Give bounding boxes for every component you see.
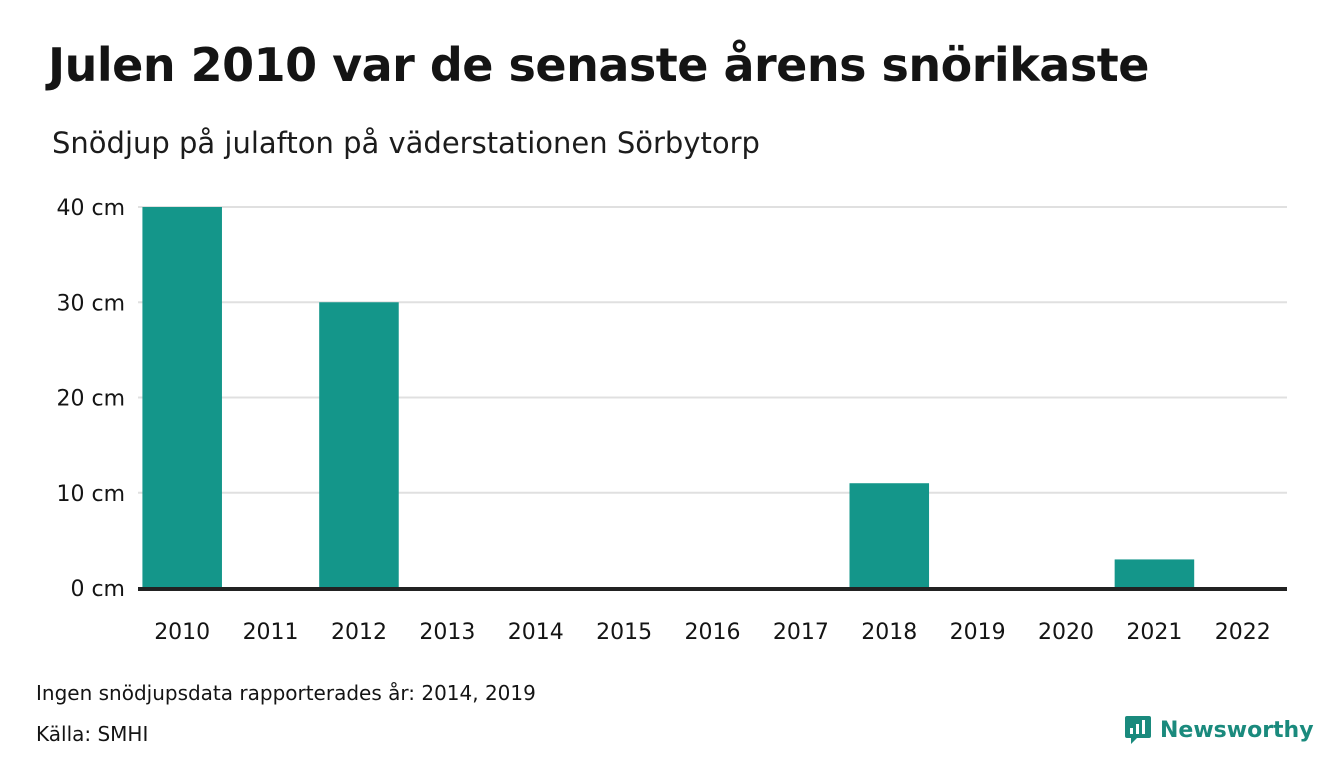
x-tick-label: 2020: [1038, 620, 1094, 645]
x-tick-label: 2012: [331, 620, 387, 645]
y-tick-labels: 0 cm 10 cm 20 cm 30 cm 40 cm: [56, 196, 125, 602]
gridlines: [138, 206, 1287, 494]
x-tick-label: 2013: [419, 620, 475, 645]
x-tick-label: 2016: [685, 620, 741, 645]
y-tick-label: 40 cm: [56, 196, 125, 221]
y-tick-label: 30 cm: [56, 291, 125, 316]
bar-2010: [142, 207, 222, 588]
bar-2018: [849, 483, 930, 588]
y-tick-label: 20 cm: [56, 387, 125, 412]
brand-logo[interactable]: Newsworthy: [1124, 715, 1314, 745]
x-tick-label: 2014: [508, 620, 564, 645]
x-tick-label: 2021: [1126, 620, 1182, 645]
brand-name: Newsworthy: [1160, 717, 1314, 743]
x-tick-label: 2017: [773, 620, 829, 645]
x-tick-labels: 2010 2011 2012 2013 2014 2015 2016 2017 2018 2019…: [154, 620, 1271, 645]
bar-2021: [1114, 559, 1195, 588]
x-tick-label: 2018: [861, 620, 917, 645]
x-tick-label: 2019: [950, 620, 1006, 645]
x-tick-label: 2022: [1215, 620, 1271, 645]
x-tick-label: 2010: [154, 620, 210, 645]
bar-2012: [319, 302, 399, 588]
chart-title: Julen 2010 var de senaste årens snörikas…: [48, 38, 1149, 92]
bar-chart-speech-icon: [1125, 716, 1151, 744]
bars: [142, 207, 1195, 588]
y-tick-label: 10 cm: [56, 482, 125, 507]
chart-subtitle: Snödjup på julafton på väderstationen Sö…: [52, 126, 760, 160]
footnote: Ingen snödjupsdata rapporterades år: 201…: [36, 681, 536, 705]
source-note: Källa: SMHI: [36, 722, 149, 746]
x-tick-label: 2011: [243, 620, 299, 645]
x-tick-label: 2015: [596, 620, 652, 645]
y-tick-label: 0 cm: [70, 577, 125, 602]
